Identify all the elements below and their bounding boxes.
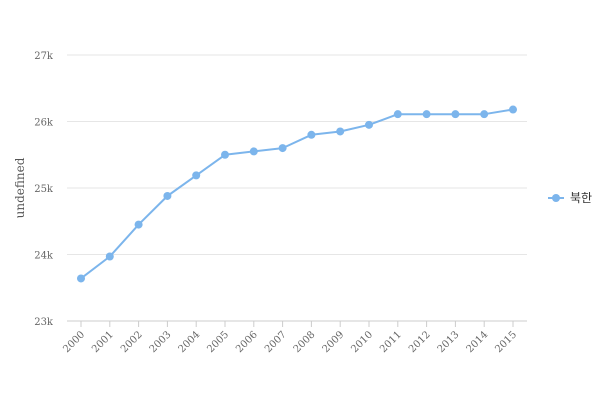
- x-tick-label: 2000: [61, 329, 87, 355]
- x-tick-label: 2005: [205, 329, 231, 355]
- data-point[interactable]: [192, 171, 201, 180]
- data-point[interactable]: [422, 110, 431, 119]
- x-tick-label: 2007: [263, 329, 289, 355]
- legend[interactable]: 북한: [548, 191, 592, 205]
- legend-swatch-marker: [552, 194, 560, 202]
- x-tick-label: 2008: [292, 329, 318, 355]
- data-point[interactable]: [336, 127, 345, 136]
- x-tick-label: 2013: [436, 329, 462, 355]
- x-tick-label: 2014: [465, 329, 491, 355]
- legend-item-label[interactable]: 북한: [570, 191, 592, 205]
- data-point[interactable]: [307, 130, 316, 139]
- data-point[interactable]: [393, 110, 402, 119]
- series-line: [80, 108, 514, 280]
- x-tick-label: 2012: [407, 329, 433, 355]
- y-tick-label: 26k: [34, 118, 54, 129]
- y-tick-label: 23k: [34, 317, 54, 328]
- data-point[interactable]: [451, 110, 460, 119]
- y-tick-label: 25k: [34, 184, 54, 195]
- y-axis-tick-labels: 23k 24k 25k 26k 27k: [34, 51, 54, 328]
- x-axis-tick-labels: 2000 2001 2002 2003 2004 2005 2006 2007 2008 2009…: [61, 321, 519, 355]
- y-axis-title: undefined: [13, 157, 27, 218]
- data-point[interactable]: [105, 252, 114, 261]
- x-tick-label: 2001: [90, 329, 116, 355]
- data-point[interactable]: [221, 150, 229, 159]
- x-tick-label: 2003: [148, 329, 174, 355]
- data-point[interactable]: [163, 191, 172, 200]
- data-point[interactable]: [278, 144, 287, 153]
- x-tick-label: 2004: [177, 329, 203, 355]
- data-point[interactable]: [134, 220, 143, 229]
- data-point[interactable]: [509, 105, 517, 114]
- data-point[interactable]: [365, 120, 373, 129]
- x-tick-label: 2006: [234, 329, 260, 355]
- data-point[interactable]: [249, 147, 258, 156]
- grid-lines: [67, 54, 527, 322]
- y-tick-label: 27k: [34, 51, 54, 62]
- data-point[interactable]: [480, 110, 489, 119]
- y-tick-label: 24k: [34, 251, 54, 262]
- series-layer: [77, 105, 517, 283]
- x-tick-label: 2002: [119, 329, 145, 355]
- x-tick-label: 2011: [378, 329, 404, 355]
- data-point[interactable]: [77, 274, 85, 283]
- x-tick-label: 2010: [349, 329, 375, 355]
- x-tick-label: 2015: [493, 329, 519, 355]
- x-tick-label: 2009: [321, 329, 347, 355]
